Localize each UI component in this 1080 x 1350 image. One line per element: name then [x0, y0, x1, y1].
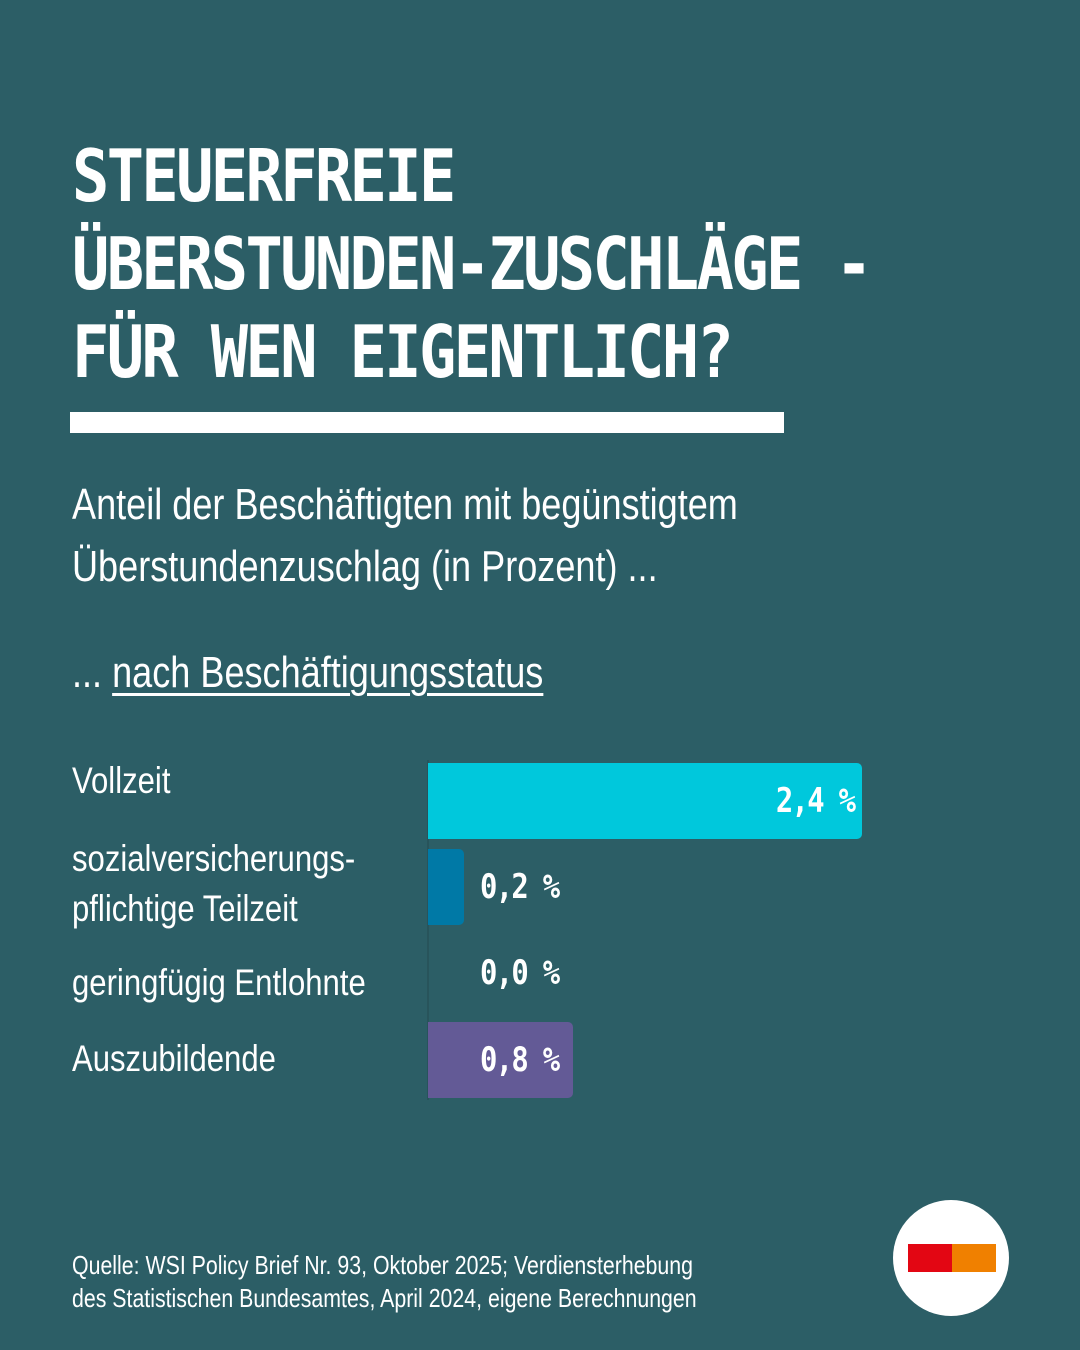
- title-divider: [70, 412, 784, 433]
- logo-red-block: [908, 1244, 952, 1272]
- logo-orange-block: [952, 1244, 996, 1272]
- value-label: 0,8 %: [480, 1040, 560, 1080]
- section-prefix: ...: [72, 648, 103, 697]
- chart-axis-line: [427, 760, 429, 1100]
- category-label: sozialversicherungs-: [72, 838, 356, 879]
- section-heading: ... nach Beschäftigungsstatus: [72, 642, 543, 704]
- category-label: pflichtige Teilzeit: [72, 888, 298, 929]
- subtitle-line-1: Anteil der Beschäftigten mit begünstigte…: [72, 480, 738, 529]
- category-label: Auszubildende: [72, 1038, 276, 1079]
- source-note: Quelle: WSI Policy Brief Nr. 93, Oktober…: [72, 1249, 697, 1315]
- category-label: geringfügig Entlohnte: [72, 962, 366, 1003]
- page-title: STEUERFREIE ÜBERSTUNDEN-ZUSCHLÄGE - FÜR …: [72, 132, 873, 396]
- title-line-2: ÜBERSTUNDEN-ZUSCHLÄGE -: [72, 222, 873, 306]
- value-label: 0,2 %: [480, 867, 560, 907]
- title-line-3: FÜR WEN EIGENTLICH?: [72, 310, 734, 394]
- value-label: 0,0 %: [480, 953, 560, 993]
- title-line-1: STEUERFREIE: [72, 134, 456, 218]
- value-label: 2,4 %: [775, 781, 855, 821]
- bar: [428, 763, 862, 839]
- wsi-logo: [893, 1200, 1009, 1316]
- bar: [428, 849, 464, 925]
- source-line-2: des Statistischen Bundesamtes, April 202…: [72, 1283, 697, 1313]
- chart-subtitle: Anteil der Beschäftigten mit begünstigte…: [72, 474, 738, 598]
- bar: [428, 1022, 573, 1098]
- source-line-1: Quelle: WSI Policy Brief Nr. 93, Oktober…: [72, 1250, 693, 1280]
- subtitle-line-2: Überstundenzuschlag (in Prozent) ...: [72, 542, 658, 591]
- section-link[interactable]: nach Beschäftigungsstatus: [112, 648, 544, 697]
- category-label: Vollzeit: [72, 760, 171, 801]
